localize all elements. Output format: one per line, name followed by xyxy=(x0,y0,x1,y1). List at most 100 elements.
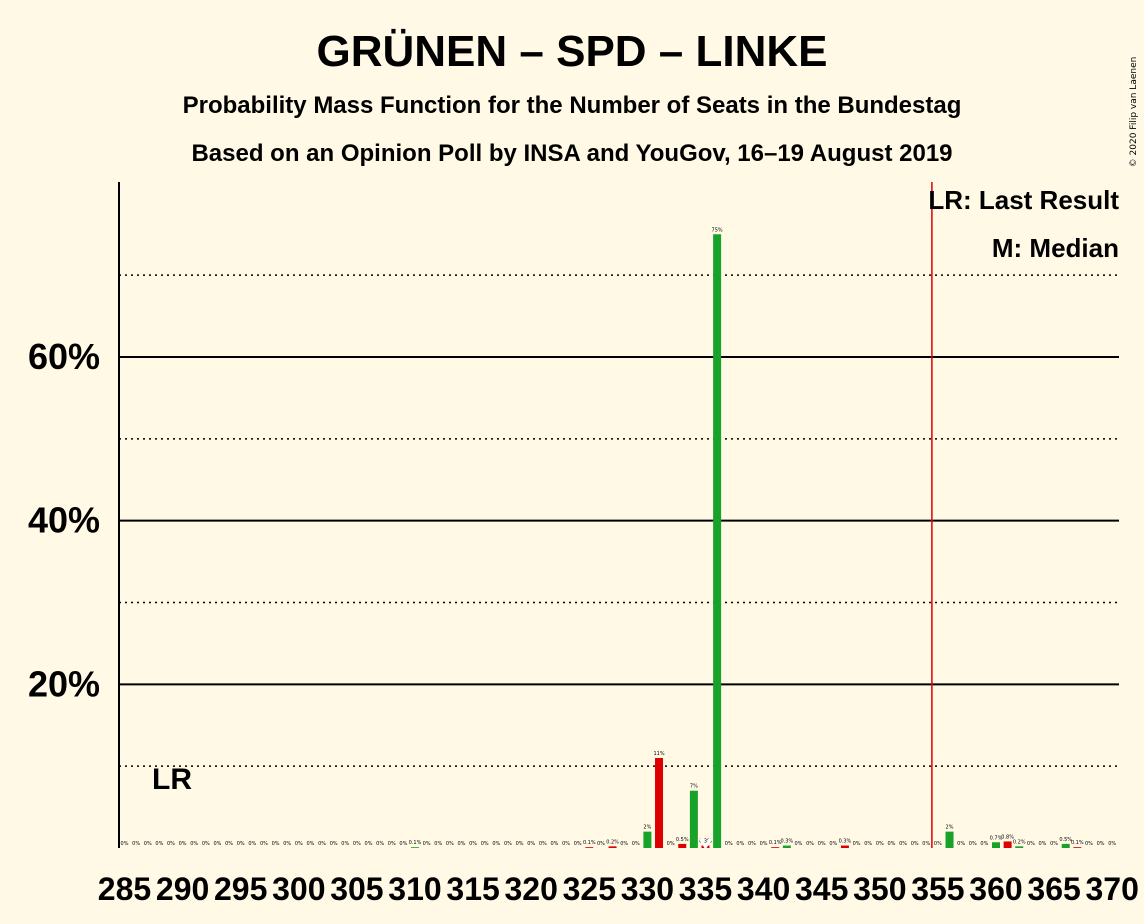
bar xyxy=(678,843,687,848)
y-tick-labels: 20% 40% 60% xyxy=(28,336,100,704)
bar-value-label: 0.3% xyxy=(839,839,852,845)
median-marker xyxy=(699,837,712,850)
bar-value-label: 0% xyxy=(144,841,152,847)
bar-value-label: 0% xyxy=(1050,841,1058,847)
bar-value-label: 0% xyxy=(736,841,744,847)
bar-value-label: 0.2% xyxy=(1013,839,1026,845)
bar xyxy=(655,757,664,848)
lr-marker-label: LR xyxy=(152,763,192,796)
bar-value-label: 0.1% xyxy=(769,840,782,846)
y-tick-label: 60% xyxy=(28,336,100,377)
bar xyxy=(992,842,1000,848)
copyright-text: © 2020 Filip van Laenen xyxy=(1129,57,1139,168)
bar-value-label: 0% xyxy=(667,841,675,847)
x-tick-label: 360 xyxy=(969,871,1022,907)
bar-value-label: 0% xyxy=(318,841,326,847)
bar xyxy=(840,845,849,848)
bar-value-label: 0% xyxy=(620,841,628,847)
bar-value-label: 0% xyxy=(330,841,338,847)
chart-title: GRÜNEN – SPD – LINKE xyxy=(317,27,828,76)
bar-value-label: 0% xyxy=(818,841,826,847)
x-tick-label: 350 xyxy=(853,871,906,907)
bar-value-label: 0% xyxy=(632,841,640,847)
bar-value-label: 0% xyxy=(225,841,233,847)
bar-value-label: 0.1% xyxy=(409,840,422,846)
bar-value-label: 0% xyxy=(922,841,930,847)
bar-value-label: 0.8% xyxy=(1001,834,1014,840)
bar-value-label: 0% xyxy=(272,841,280,847)
bar xyxy=(945,831,954,848)
bar-value-label: 0% xyxy=(376,841,384,847)
bar-value-label: 0% xyxy=(469,841,477,847)
bar-value-label: 0.5% xyxy=(1059,837,1072,843)
legend-median: M: Median xyxy=(992,233,1119,263)
bar-value-label: 0% xyxy=(434,841,442,847)
x-tick-label: 310 xyxy=(388,871,441,907)
x-tick-label: 295 xyxy=(214,871,267,907)
bar-value-label: 0% xyxy=(446,841,454,847)
bar-value-label: 0% xyxy=(957,841,965,847)
x-tick-label: 305 xyxy=(330,871,383,907)
bar-value-label: 0% xyxy=(492,841,500,847)
bar-value-label: 2% xyxy=(946,825,954,831)
bar-value-label: 0% xyxy=(829,841,837,847)
bar-value-label: 0% xyxy=(934,841,942,847)
x-tick-label: 335 xyxy=(679,871,732,907)
bar-value-label: 0.2% xyxy=(606,839,619,845)
bar-value-label: 0% xyxy=(458,841,466,847)
bar-value-label: 0% xyxy=(295,841,303,847)
bar-value-label: 0.5% xyxy=(676,837,689,843)
bar-value-label: 0% xyxy=(794,841,802,847)
bar-value-label: 0% xyxy=(365,841,373,847)
bar xyxy=(411,847,419,848)
y-tick-label: 20% xyxy=(28,663,100,704)
bar-value-label: 0% xyxy=(887,841,895,847)
bar xyxy=(1015,846,1024,848)
chart-subtitle-2: Based on an Opinion Poll by INSA and You… xyxy=(191,140,952,167)
bar-value-label: 0% xyxy=(853,841,861,847)
bar xyxy=(713,234,722,848)
bar-value-label: 0.3% xyxy=(780,839,793,845)
bar-value-label: 0% xyxy=(574,841,582,847)
x-tick-label: 345 xyxy=(795,871,848,907)
bar-value-label: 0% xyxy=(283,841,291,847)
bar xyxy=(782,845,791,848)
bar xyxy=(585,847,594,848)
bar-value-label: 0% xyxy=(899,841,907,847)
x-tick-label: 355 xyxy=(911,871,964,907)
bar-value-label: 0% xyxy=(237,841,245,847)
legend-last-result: LR: Last Result xyxy=(928,185,1119,215)
x-tick-labels: 285 290 295 300 305 310 315 320 325 330 335 340 345 3… xyxy=(98,871,1139,907)
bar-value-label: 0% xyxy=(539,841,547,847)
x-tick-label: 285 xyxy=(98,871,151,907)
bar-value-label: 0% xyxy=(167,841,175,847)
bar-value-label: 0% xyxy=(190,841,198,847)
bar-value-label: 0% xyxy=(527,841,535,847)
y-tick-label: 40% xyxy=(28,500,100,541)
bar-value-label: 0% xyxy=(911,841,919,847)
bar-value-label: 0% xyxy=(516,841,524,847)
bar-value-label: 0% xyxy=(597,841,605,847)
bar-value-label: 11% xyxy=(653,751,664,757)
x-tick-label: 290 xyxy=(156,871,209,907)
bar-value-label: 0.7% xyxy=(990,835,1003,841)
bar-value-label: 0% xyxy=(179,841,187,847)
bar-value-label: 0% xyxy=(388,841,396,847)
x-tick-label: 300 xyxy=(272,871,325,907)
bar-value-label: 0% xyxy=(504,841,512,847)
x-tick-label: 315 xyxy=(446,871,499,907)
bar-value-label: 0% xyxy=(550,841,558,847)
bar-value-label: 0% xyxy=(725,841,733,847)
bar-value-label: 0% xyxy=(876,841,884,847)
bar-value-label: 0% xyxy=(1097,841,1105,847)
bar-value-label: 0% xyxy=(132,841,140,847)
bar-value-label: 0% xyxy=(202,841,210,847)
bar xyxy=(771,847,780,848)
bar-value-label: 75% xyxy=(712,227,723,233)
x-tick-label: 320 xyxy=(505,871,558,907)
bar-value-label: 0% xyxy=(399,841,407,847)
bar-value-label: 0% xyxy=(260,841,268,847)
bar xyxy=(1061,843,1070,848)
x-tick-label: 365 xyxy=(1027,871,1080,907)
